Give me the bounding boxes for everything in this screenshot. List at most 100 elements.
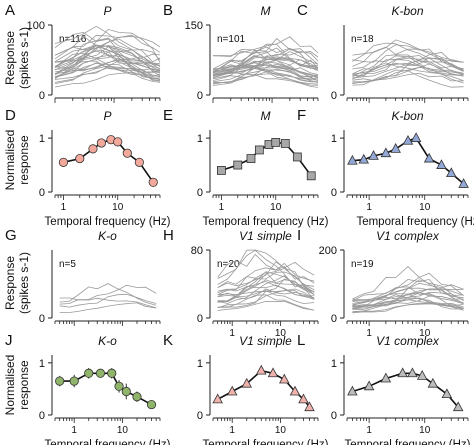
xlabel-3-2: Temporal frequency (Hz)	[345, 439, 471, 445]
x-tick-label-k: 1	[229, 425, 235, 436]
x-tick-label-h: 1	[229, 328, 235, 339]
cell-curve-a	[54, 52, 161, 76]
ylabel-normalised-top: Normalisedresponse	[3, 130, 31, 191]
cell-curve-b	[212, 48, 319, 81]
y-tick-label-j: 1	[39, 358, 45, 370]
cell-curve-a	[54, 46, 161, 71]
cell-curve-a	[54, 45, 161, 81]
cell-curve-b	[212, 71, 319, 86]
panel-title-e: M	[261, 109, 271, 123]
panel-title-g: K-o	[98, 229, 117, 243]
x-tick-label-i: 10	[419, 328, 431, 339]
data-point-e	[246, 154, 256, 163]
data-point-d	[96, 138, 106, 148]
data-point-k	[289, 385, 301, 396]
cell-curve-i	[352, 278, 464, 303]
y-tick-label-f: 0	[331, 187, 337, 199]
x-tick-label-i: 1	[366, 328, 372, 339]
panel-label-h: H	[163, 227, 174, 244]
cell-curve-a	[54, 31, 161, 66]
data-point-k	[267, 367, 279, 378]
data-point-f	[423, 152, 435, 163]
panel-title-j: K-o	[98, 334, 117, 348]
data-point-d	[75, 153, 85, 164]
cell-curve-h	[217, 249, 315, 291]
xlabel-1-0: Temporal frequency (Hz)	[45, 216, 171, 228]
cell-curve-i	[352, 266, 464, 304]
cell-curve-a	[54, 45, 161, 68]
y-tick-label-b: 150	[185, 20, 203, 32]
cell-curve-h	[217, 271, 315, 294]
ylabel-response-bottom-line: (spikes s-1)	[17, 252, 31, 314]
data-point-j	[114, 381, 124, 391]
cell-curve-a	[54, 44, 161, 80]
y-tick-label-d: 0	[39, 187, 45, 199]
xlabel-3-0: Temporal frequency (Hz)	[45, 439, 171, 445]
data-point-k	[226, 385, 238, 396]
cell-curve-h	[217, 249, 315, 293]
panel-title-b: M	[261, 4, 271, 18]
data-point-j	[146, 399, 157, 410]
cell-curve-h	[217, 261, 315, 288]
cell-curve-a	[54, 58, 161, 75]
y-tick-label-g: 0	[39, 313, 45, 325]
panel-label-k: K	[163, 332, 173, 349]
n-label-h: n=20	[217, 259, 240, 270]
cell-curve-h	[217, 278, 315, 308]
cell-curve-a	[54, 62, 161, 79]
data-point-j	[107, 368, 117, 378]
y-tick-label-b: 0	[197, 90, 203, 102]
data-point-d	[134, 157, 144, 167]
data-point-k	[212, 393, 223, 404]
data-point-e	[271, 137, 281, 147]
cell-curve-a	[54, 28, 161, 75]
ylabel-normalised-bottom-line: Normalised	[3, 355, 17, 416]
panel-label-a: A	[5, 2, 15, 19]
n-label-i: n=19	[351, 259, 374, 270]
data-point-d	[113, 137, 123, 147]
data-point-l	[452, 401, 464, 412]
cell-curve-c	[352, 56, 464, 77]
cell-curve-h	[217, 288, 315, 303]
y-tick-label-i: 200	[319, 245, 337, 257]
data-point-f	[402, 134, 414, 145]
cell-curve-c	[352, 62, 464, 76]
panel-label-e: E	[163, 107, 173, 124]
data-point-f	[390, 143, 401, 153]
panel-title-i: V1 complex	[376, 229, 440, 243]
panel-label-l: L	[297, 332, 305, 349]
cell-curve-h	[217, 284, 315, 299]
data-point-f	[368, 150, 379, 160]
x-tick-label-l: 1	[366, 425, 372, 436]
data-point-l	[397, 367, 408, 378]
panel-label-f: F	[297, 107, 306, 124]
data-point-l	[380, 372, 392, 383]
data-point-e	[254, 145, 264, 155]
ylabel-normalised-bottom-line: response	[17, 360, 31, 410]
y-tick-label-h: 0	[197, 313, 203, 325]
cell-curve-c	[352, 57, 464, 80]
cell-curve-i	[352, 288, 464, 306]
data-point-d	[58, 157, 69, 167]
panel-title-k: V1 simple	[239, 334, 292, 348]
data-point-d	[88, 144, 98, 154]
cell-curve-h	[217, 267, 315, 303]
ylabel-response-bottom: Response(spikes s-1)	[3, 252, 31, 314]
y-tick-label-f: 1	[331, 133, 337, 145]
panel-label-j: J	[5, 332, 13, 349]
cell-curve-b	[212, 36, 319, 57]
cell-curve-c	[352, 63, 464, 83]
data-point-f	[380, 147, 392, 158]
data-point-k	[255, 364, 267, 375]
cell-curve-c	[352, 62, 464, 84]
data-point-e	[280, 139, 290, 148]
cell-curve-i	[352, 286, 464, 305]
n-label-b: n=101	[217, 34, 246, 45]
x-tick-label-j: 1	[71, 425, 77, 436]
cell-curve-i	[352, 279, 464, 307]
x-tick-label-e: 1	[219, 202, 225, 213]
y-tick-label-j: 0	[39, 410, 45, 422]
cell-curve-b	[212, 49, 319, 72]
data-point-k	[298, 393, 309, 404]
n-label-g: n=5	[59, 259, 76, 270]
